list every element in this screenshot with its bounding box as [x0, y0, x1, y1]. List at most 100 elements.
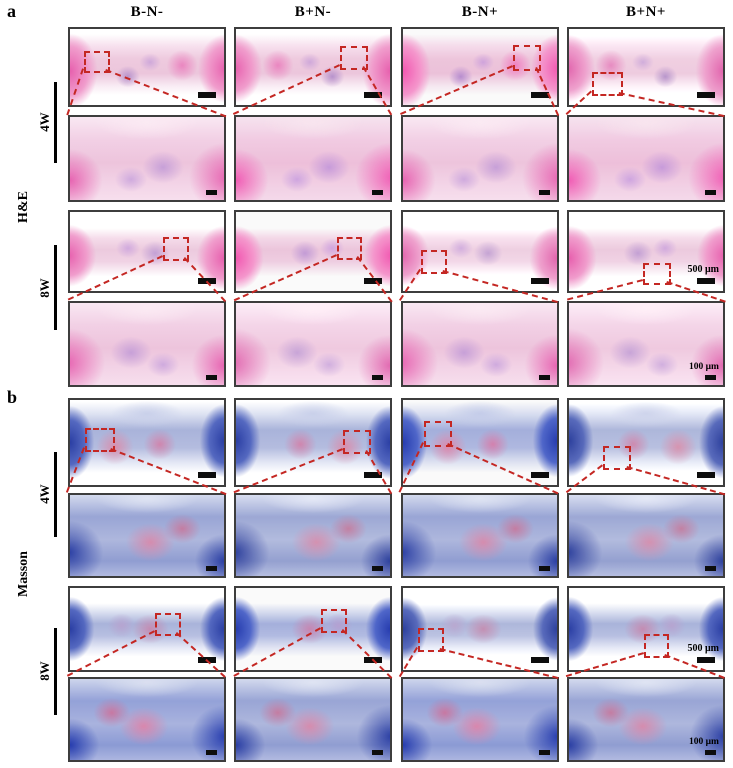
tissue-image	[402, 400, 557, 485]
scale-bar	[704, 566, 716, 571]
scale-bar	[364, 472, 383, 478]
micrograph-frame	[234, 301, 393, 387]
histology-image-magnified	[68, 493, 226, 578]
scale-bar	[206, 190, 217, 195]
histology-image-magnified	[400, 301, 559, 387]
tissue-image	[70, 400, 224, 485]
roi-box	[592, 71, 624, 96]
micrograph-frame: 500 μm	[566, 210, 725, 293]
histology-image-overview	[233, 27, 393, 116]
roi-box	[642, 263, 671, 286]
scale-bar	[538, 566, 550, 571]
tissue-image	[236, 679, 391, 760]
histology-image-overview	[233, 586, 393, 679]
tissue-image	[70, 303, 224, 385]
column-header-bn--: B-N-	[130, 4, 164, 20]
scale-bar	[198, 278, 216, 284]
histology-image-magnified	[400, 677, 559, 762]
scale-bar	[530, 472, 549, 478]
micrograph-frame	[400, 27, 559, 107]
micrograph-frame	[566, 27, 725, 107]
roi-box	[340, 46, 368, 71]
micrograph-frame	[68, 677, 226, 762]
scale-bar	[530, 92, 549, 98]
histology-image-overview: 500 μm	[566, 210, 725, 303]
micrograph-frame	[68, 398, 226, 487]
scale-bar	[206, 375, 217, 380]
time-bracket-line	[54, 628, 57, 715]
roi-box	[83, 51, 110, 73]
micrograph-frame	[400, 115, 559, 202]
tissue-image	[402, 679, 557, 760]
tissue-image	[236, 495, 391, 576]
histology-image-magnified	[234, 115, 393, 202]
roi-box	[418, 628, 445, 652]
scale-bar	[206, 750, 217, 755]
micrograph-frame	[234, 586, 393, 672]
micrograph-frame	[234, 398, 393, 487]
column-header-b+n+: B+N+	[626, 4, 666, 20]
time-bracket-line	[54, 82, 57, 163]
tissue-image	[568, 117, 723, 200]
column-header-b-n+: B-N+	[461, 4, 499, 20]
histology-image-overview	[565, 27, 725, 117]
micrograph-frame	[566, 493, 725, 578]
micrograph-frame	[400, 677, 559, 762]
scale-bar	[364, 657, 383, 663]
micrograph-frame	[234, 210, 393, 293]
histology-image-overview	[66, 398, 226, 495]
roi-box	[603, 446, 631, 470]
micrograph-frame	[234, 115, 393, 202]
roi-box	[424, 421, 453, 448]
scale-bar	[696, 278, 715, 284]
histology-image-magnified	[234, 493, 393, 578]
scale-bar	[530, 657, 549, 663]
micrograph-frame	[234, 493, 393, 578]
histology-image-overview	[398, 586, 559, 679]
roi-box	[337, 237, 362, 260]
scale-bar-label: 500 μm	[687, 643, 719, 654]
scale-bar	[538, 750, 550, 755]
histology-image-magnified: 100 μm	[566, 677, 725, 762]
tissue-image	[70, 495, 224, 576]
histology-image-overview: 500 μm	[566, 586, 725, 679]
tissue-image	[70, 679, 224, 760]
roi-box	[421, 249, 448, 274]
scale-bar	[206, 566, 217, 571]
tissue-image	[402, 495, 557, 576]
scale-bar-label: 500 μm	[687, 264, 719, 275]
scale-bar	[198, 92, 216, 98]
scale-bar-label: 100 μm	[689, 736, 719, 747]
tissue-image	[402, 117, 557, 200]
histology-image-overview	[233, 210, 393, 303]
micrograph-frame	[68, 586, 226, 672]
micrograph-frame	[400, 493, 559, 578]
tissue-image	[236, 117, 391, 200]
tissue-image	[70, 117, 224, 200]
histology-image-magnified	[68, 301, 226, 387]
scale-bar	[696, 657, 715, 663]
scale-bar	[372, 750, 384, 755]
roi-box	[321, 609, 348, 633]
histology-image-overview	[233, 398, 393, 494]
panel-b-label: b	[7, 387, 18, 407]
scale-bar	[364, 92, 383, 98]
scale-bar	[704, 750, 716, 755]
scale-bar	[372, 190, 384, 195]
roi-box	[343, 430, 372, 454]
histology-image-magnified	[68, 115, 226, 202]
scale-bar	[198, 472, 216, 478]
scale-bar	[704, 375, 716, 380]
tissue-image	[568, 303, 723, 385]
tissue-image	[568, 495, 723, 576]
histology-image-magnified	[234, 301, 393, 387]
tissue-image	[568, 679, 723, 760]
histology-image-overview	[67, 586, 226, 679]
scale-bar	[704, 190, 716, 195]
panel-a-label: a	[7, 1, 16, 21]
time-bracket-line	[54, 245, 57, 330]
roi-box	[512, 45, 541, 71]
scale-bar	[372, 566, 384, 571]
roi-box	[154, 612, 181, 637]
